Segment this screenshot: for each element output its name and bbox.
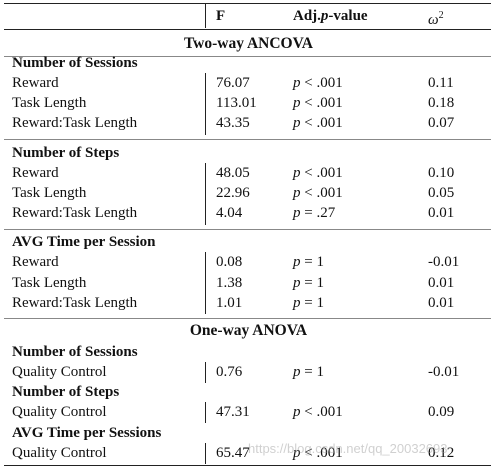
section-rule <box>4 318 491 319</box>
row-label: Task Length <box>12 185 87 201</box>
p-value: p < .001 <box>293 165 343 181</box>
row-divider <box>205 252 206 314</box>
omega-value: 0.11 <box>428 75 454 91</box>
group-rule <box>4 139 491 140</box>
p-value: p < .001 <box>293 95 343 111</box>
row-divider <box>205 402 206 423</box>
omega-value: 0.01 <box>428 295 455 311</box>
f-value: 43.35 <box>216 115 250 131</box>
row-divider <box>205 362 206 383</box>
header-divider <box>205 4 206 28</box>
row-label: Task Length <box>12 275 87 291</box>
header-rule <box>4 29 491 30</box>
row-label: Reward <box>12 165 59 181</box>
f-value: 76.07 <box>216 75 250 91</box>
row-label: Quality Control <box>12 404 107 420</box>
group-title: Number of Steps <box>12 145 120 161</box>
section-rule <box>4 56 491 57</box>
p-value: p < .001 <box>293 75 343 91</box>
f-value: 1.38 <box>216 275 243 291</box>
row-divider <box>205 73 206 135</box>
group-title: AVG Time per Session <box>12 234 156 250</box>
row-divider <box>205 163 206 225</box>
p-value: p < .001 <box>293 404 343 420</box>
f-value: 0.76 <box>216 364 243 380</box>
f-value: 22.96 <box>216 185 250 201</box>
column-header-f: F <box>216 8 226 24</box>
p-value: p < .001 <box>293 445 343 461</box>
column-header-adj-p-value: Adj.p-value <box>293 8 368 24</box>
bottom-rule <box>4 465 491 466</box>
section-title-two-way-ancova: Two-way ANCOVA <box>183 35 314 52</box>
p-value: p = 1 <box>293 295 324 311</box>
column-header-omega-squared: ω2 <box>428 10 444 28</box>
watermark: https://blog.csdn.net/qq_20032693 <box>248 441 448 456</box>
omega-value: 0.07 <box>428 115 455 131</box>
p-value: p = 1 <box>293 275 324 291</box>
omega-value: 0.09 <box>428 404 455 420</box>
p-value: p = 1 <box>293 364 324 380</box>
f-value: 48.05 <box>216 165 250 181</box>
row-label: Quality Control <box>12 445 107 461</box>
p-value: p = .27 <box>293 205 336 221</box>
f-value: 65.47 <box>216 445 250 461</box>
row-label: Task Length <box>12 95 87 111</box>
group-title: Number of Sessions <box>12 55 138 71</box>
f-value: 4.04 <box>216 205 243 221</box>
group-title: Number of Sessions <box>12 344 138 360</box>
section-title-one-way-anova: One-way ANOVA <box>189 322 308 339</box>
omega-value: 0.18 <box>428 95 455 111</box>
omega-value: -0.01 <box>428 364 460 380</box>
f-value: 0.08 <box>216 254 243 270</box>
row-divider <box>205 443 206 464</box>
row-label: Reward <box>12 75 59 91</box>
omega-value: -0.01 <box>428 254 460 270</box>
row-label: Reward:Task Length <box>12 115 138 131</box>
row-label: Reward <box>12 254 59 270</box>
p-value: p < .001 <box>293 185 343 201</box>
f-value: 47.31 <box>216 404 250 420</box>
omega-value: 0.01 <box>428 275 455 291</box>
group-title: AVG Time per Sessions <box>12 425 162 441</box>
row-label: Reward:Task Length <box>12 205 138 221</box>
row-label: Reward:Task Length <box>12 295 138 311</box>
p-value: p < .001 <box>293 115 343 131</box>
omega-value: 0.10 <box>428 165 455 181</box>
omega-value: 0.05 <box>428 185 455 201</box>
group-rule <box>4 229 491 230</box>
omega-value: 0.01 <box>428 205 455 221</box>
top-rule <box>4 3 491 4</box>
omega-value: 0.12 <box>428 445 455 461</box>
row-label: Quality Control <box>12 364 107 380</box>
group-title: Number of Steps <box>12 384 120 400</box>
p-value: p = 1 <box>293 254 324 270</box>
f-value: 1.01 <box>216 295 243 311</box>
f-value: 113.01 <box>216 95 257 111</box>
